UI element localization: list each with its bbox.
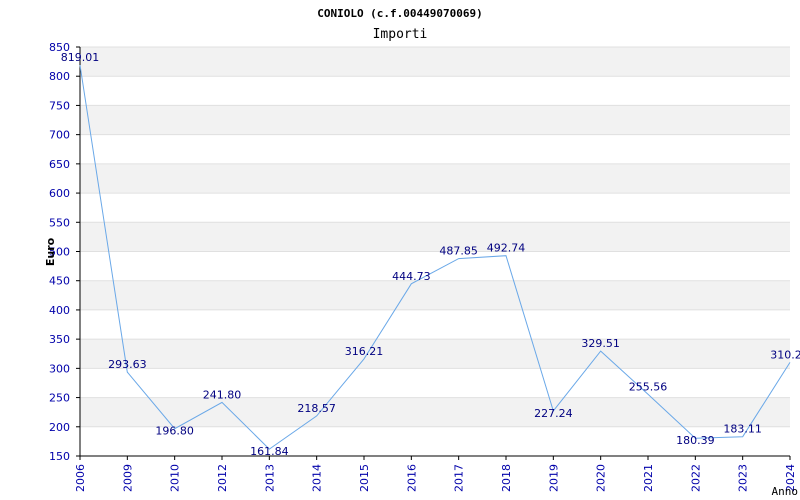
y-tick-label: 550 [49,216,70,229]
data-label: 218.57 [297,402,336,415]
data-label: 227.24 [534,407,573,420]
grid-band [80,397,790,427]
grid-band [80,105,790,135]
x-tick-label: 2023 [737,464,750,492]
y-ticks: 150 200 250 300 350 400 450 500 550 600 650 700 750 8… [49,41,80,463]
data-label: 329.51 [581,337,620,350]
x-tick-label: 2022 [689,464,702,492]
y-tick-label: 350 [49,333,70,346]
y-tick-label: 750 [49,99,70,112]
chart-subtitle: Importi [373,27,428,42]
data-label: 487.85 [439,245,478,258]
data-label: 819.01 [61,51,100,64]
data-label: 180.39 [676,434,715,447]
x-axis-title: Anno [772,485,799,498]
x-ticks: 2006 2009 2010 2012 2013 2014 2015 2016 2017 2018… [74,456,797,492]
grid-band [80,280,790,310]
series-line [79,65,791,450]
y-tick-label: 400 [49,304,70,317]
chart-title: CONIOLO (c.f.00449070069) [317,7,483,20]
x-tick-label: 2019 [547,464,560,492]
x-tick-label: 2016 [405,464,418,492]
grid-band [80,47,790,77]
x-tick-label: 2009 [121,464,134,492]
y-tick-label: 300 [49,362,70,375]
plot-background-bands [80,47,790,427]
data-label: 255.56 [629,380,668,393]
gridlines [80,46,790,457]
y-tick-label: 600 [49,187,70,200]
x-tick-label: 2012 [216,464,229,492]
x-tick-label: 2018 [500,464,513,492]
data-label: 293.63 [108,358,147,371]
data-label: 310.2 [770,348,800,361]
grid-band [80,339,790,369]
y-axis-title: Euro [44,237,57,266]
x-tick-label: 2010 [169,464,182,492]
grid-band [80,163,790,194]
data-label: 196.80 [155,425,194,438]
y-tick-label: 700 [49,129,70,142]
data-label: 444.73 [392,270,431,283]
x-tick-label: 2021 [642,464,655,492]
x-tick-label: 2020 [595,464,608,492]
data-label: 183.11 [723,423,762,436]
y-tick-label: 850 [49,41,70,54]
y-tick-label: 500 [49,246,70,259]
data-label: 161.84 [250,445,289,458]
grid-band [80,222,790,252]
data-label: 316.21 [345,345,384,358]
x-tick-label: 2013 [263,464,276,492]
data-label: 492.74 [487,242,526,255]
y-tick-label: 450 [49,275,70,288]
x-tick-label: 2024 [784,464,797,492]
y-tick-label: 250 [49,392,70,405]
x-tick-label: 2014 [311,464,324,492]
data-labels: 819.01 293.63 196.80 241.80 161.84 218.57 316.… [61,51,800,458]
y-tick-label: 150 [49,450,70,463]
y-tick-label: 200 [49,421,70,434]
y-tick-label: 800 [49,70,70,83]
x-tick-label: 2006 [74,464,87,492]
x-tick-label: 2015 [358,464,371,492]
data-label: 241.80 [203,388,242,401]
x-tick-label: 2017 [453,464,466,492]
y-tick-label: 650 [49,158,70,171]
